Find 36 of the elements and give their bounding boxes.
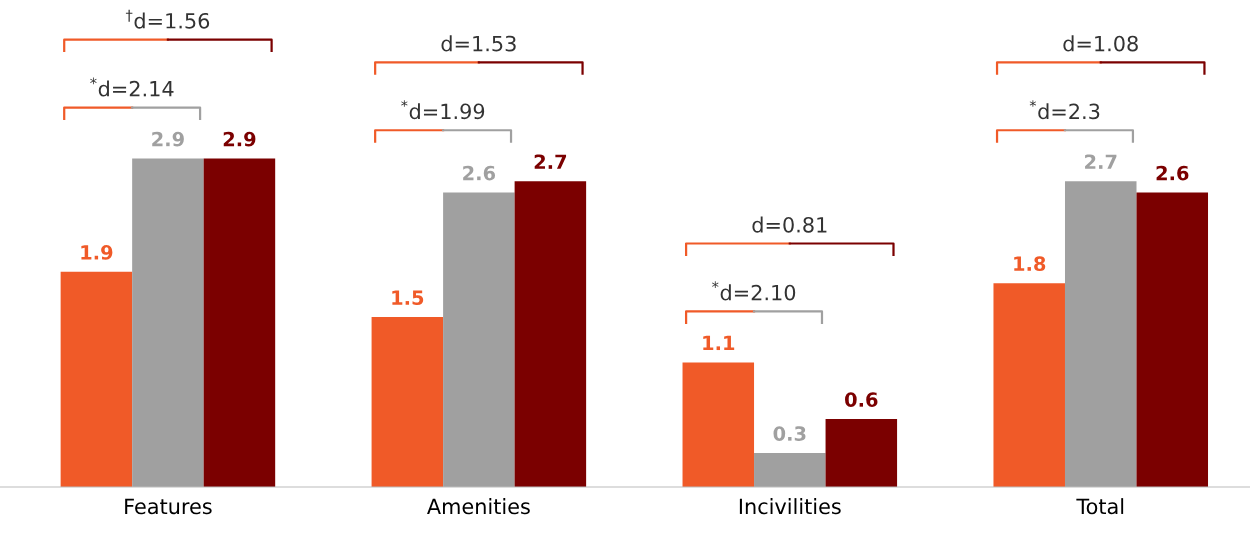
bar <box>993 283 1065 488</box>
data-label: 1.1 <box>703 335 735 351</box>
data-label: 2.6 <box>1156 165 1189 181</box>
text: d=1.53 <box>441 35 516 52</box>
bar <box>371 317 444 488</box>
bar <box>754 453 826 488</box>
bar <box>443 192 515 488</box>
annotation: $^{*}$d=2.10 <box>712 281 796 301</box>
data-label: 1.5 <box>392 290 424 306</box>
bar <box>1064 181 1137 488</box>
text: $^{†}$d=1.56 <box>125 9 210 29</box>
data-label: 2.7 <box>534 154 567 169</box>
bar <box>203 158 276 488</box>
data-label: 2.9 <box>223 131 256 147</box>
text: d=1.08 <box>1063 35 1138 52</box>
x-tick-label: Amenities <box>427 498 530 515</box>
x-tick-label: Features <box>125 498 212 515</box>
data-label: 1.8 <box>1014 256 1046 272</box>
text: $^{*}$d=1.99 <box>401 100 485 120</box>
bar <box>132 158 204 488</box>
x-tick-label: Incivilities <box>739 498 841 515</box>
bar <box>825 419 898 488</box>
data-label: 2.6 <box>463 165 496 181</box>
bar <box>60 271 133 488</box>
data-label: 2.7 <box>1085 154 1117 169</box>
data-label: 1.9 <box>81 245 113 260</box>
data-label: 0.3 <box>773 426 806 441</box>
data-label: 0.6 <box>845 392 878 407</box>
x-tick-label: Total <box>1076 498 1124 515</box>
bar <box>682 362 755 488</box>
data-label: 2.9 <box>152 131 184 147</box>
text: $^{*}$d=2.14 <box>90 77 174 97</box>
bar <box>1136 192 1209 488</box>
annotation: d=0.81 <box>752 216 827 233</box>
text: $^{*}$d=2.3 <box>1029 100 1100 120</box>
bar <box>514 181 587 488</box>
